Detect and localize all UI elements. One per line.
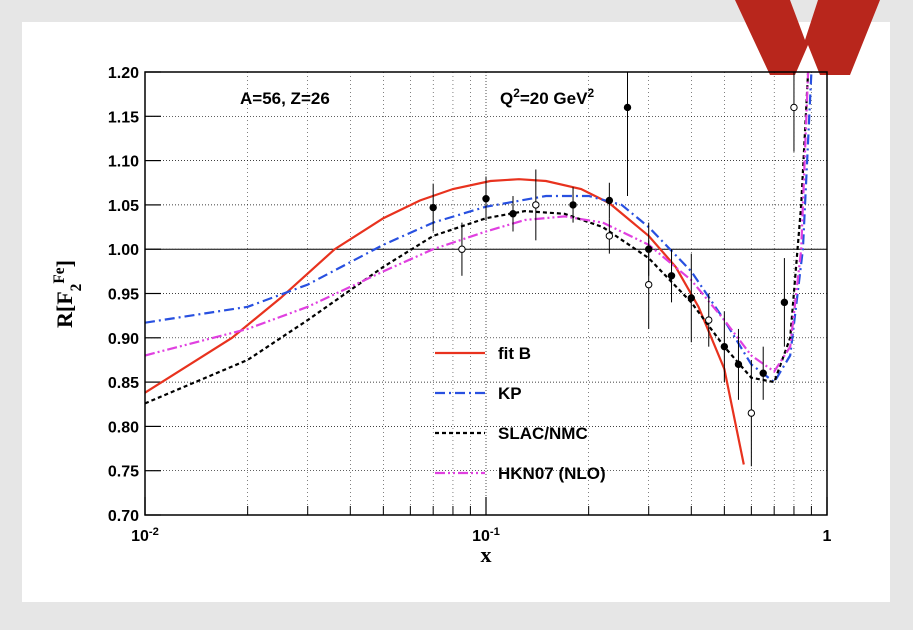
data-point bbox=[720, 342, 729, 351]
y-tick-label: 1.20 bbox=[108, 65, 139, 82]
y-tick-label: 1.05 bbox=[108, 198, 139, 215]
y-tick-label: 1.10 bbox=[108, 154, 139, 171]
data-point bbox=[734, 360, 743, 369]
y-axis-label: R[F2Fe] bbox=[51, 260, 85, 328]
y-tick-label: 0.70 bbox=[108, 508, 139, 525]
legend-label: fit B bbox=[498, 344, 531, 363]
y-tick-label: 1.00 bbox=[108, 242, 139, 259]
x-tick-label: 1 bbox=[823, 528, 832, 545]
x-tick-label: 10-2 bbox=[131, 526, 159, 545]
curves bbox=[145, 72, 813, 465]
logo bbox=[735, 0, 880, 75]
annotation: A=56, Z=26 bbox=[240, 89, 330, 108]
data-point bbox=[705, 316, 713, 324]
annotation: Q2=20 GeV2 bbox=[500, 86, 594, 108]
data-point bbox=[747, 409, 756, 417]
labels: 0.70 0.75 0.80 0.85 0.90 0.95 1.00 1.05 1.10 1.15… bbox=[51, 65, 832, 567]
series-line bbox=[145, 72, 810, 405]
data-point bbox=[458, 245, 466, 253]
y-tick-label: 0.95 bbox=[108, 287, 139, 304]
data-point bbox=[667, 272, 676, 280]
x-tick-label: 10-1 bbox=[472, 526, 500, 545]
data-point bbox=[759, 369, 767, 377]
data-point bbox=[790, 103, 798, 112]
series-line bbox=[145, 72, 810, 374]
y-tick-label: 0.90 bbox=[108, 331, 139, 348]
y-tick-label: 0.75 bbox=[108, 464, 139, 481]
data-point bbox=[429, 203, 437, 212]
data-point bbox=[687, 294, 696, 302]
y-tick-label: 1.15 bbox=[108, 109, 139, 126]
plot-frame bbox=[144, 71, 828, 516]
data-point bbox=[509, 210, 517, 218]
data-point bbox=[605, 196, 614, 205]
data-points bbox=[429, 72, 798, 467]
data-point bbox=[532, 201, 540, 209]
plot-panel bbox=[22, 22, 890, 602]
series-line bbox=[145, 178, 745, 465]
x-axis-label: x bbox=[481, 542, 492, 567]
data-point bbox=[482, 194, 490, 203]
data-point bbox=[780, 298, 789, 307]
y-tick-label: 0.80 bbox=[108, 419, 139, 436]
data-point bbox=[569, 201, 577, 209]
data-point bbox=[605, 232, 614, 240]
legend-label: HKN07 (NLO) bbox=[498, 464, 606, 483]
legend-label: SLAC/NMC bbox=[498, 424, 588, 443]
series-line bbox=[145, 72, 813, 384]
data-point bbox=[623, 103, 632, 112]
legend-label: KP bbox=[498, 384, 522, 403]
y-tick-label: 0.85 bbox=[108, 375, 139, 392]
data-point bbox=[644, 280, 653, 289]
